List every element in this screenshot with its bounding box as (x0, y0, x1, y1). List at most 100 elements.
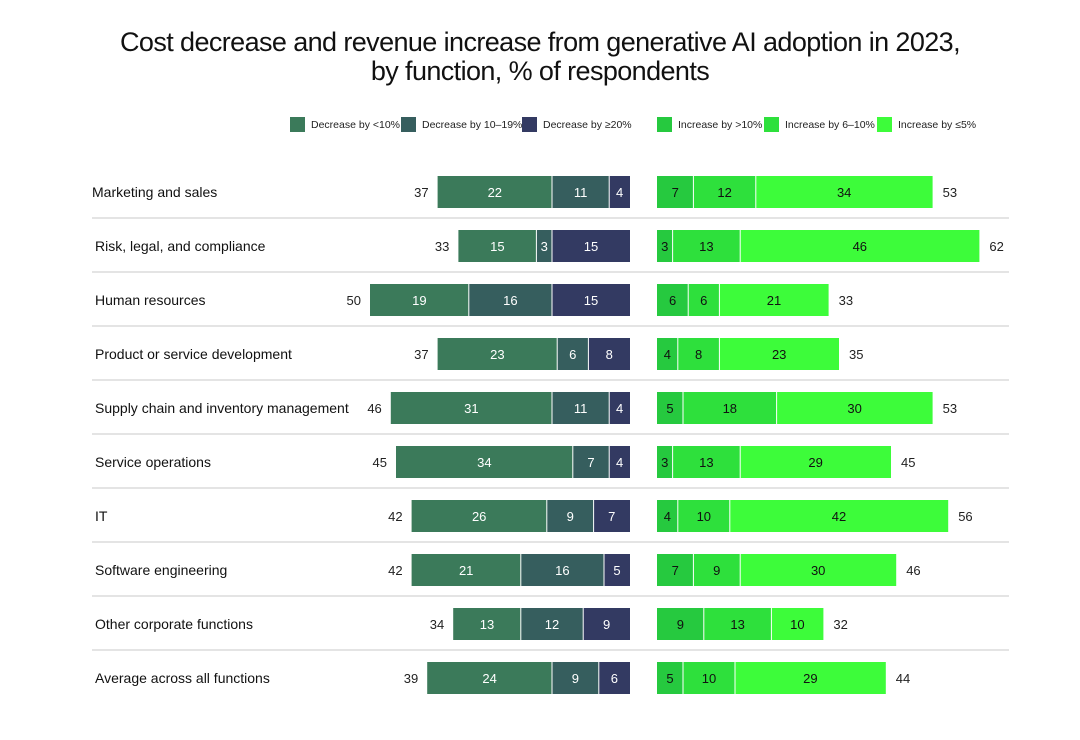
total-revenue-other-corporate-functions: 32 (833, 617, 847, 632)
value-label-cost-2-it: 9 (567, 509, 574, 524)
value-label-cost-2-marketing-and-sales: 11 (574, 185, 588, 200)
row-label-other-corporate-functions: Other corporate functions (95, 616, 253, 632)
value-label-revenue-2-supply-chain-and-inventory-management: 18 (723, 401, 737, 416)
total-cost-human-resources: 50 (347, 293, 361, 308)
value-label-revenue-3-average-across-all-functions: 29 (803, 671, 817, 686)
total-revenue-human-resources: 33 (839, 293, 853, 308)
legend-swatch-increase-by-gt10 (657, 117, 672, 132)
total-revenue-software-engineering: 46 (906, 563, 920, 578)
value-label-revenue-1-average-across-all-functions: 5 (666, 671, 673, 686)
value-label-cost-1-product-or-service-development: 23 (490, 347, 504, 362)
value-label-cost-1-it: 26 (472, 509, 486, 524)
value-label-cost-3-software-engineering: 5 (613, 563, 620, 578)
value-label-cost-2-service-operations: 7 (587, 455, 594, 470)
legend-swatch-increase-by-6-10 (764, 117, 779, 132)
value-label-revenue-3-product-or-service-development: 23 (772, 347, 786, 362)
value-label-cost-3-average-across-all-functions: 6 (611, 671, 618, 686)
legend-label-decrease-by-10-19: Decrease by 10–19% (422, 119, 522, 131)
value-label-cost-1-marketing-and-sales: 22 (488, 185, 502, 200)
value-label-revenue-2-it: 10 (697, 509, 711, 524)
value-label-revenue-2-human-resources: 6 (700, 293, 707, 308)
total-cost-product-or-service-development: 37 (414, 347, 428, 362)
value-label-cost-1-risk-legal-and-compliance: 15 (490, 239, 504, 254)
value-label-revenue-2-software-engineering: 9 (713, 563, 720, 578)
value-label-revenue-2-other-corporate-functions: 13 (730, 617, 744, 632)
row-label-service-operations: Service operations (95, 454, 211, 470)
legend-swatch-decrease-by-ge20 (522, 117, 537, 132)
value-label-revenue-1-software-engineering: 7 (672, 563, 679, 578)
total-revenue-it: 56 (958, 509, 972, 524)
total-cost-it: 42 (388, 509, 402, 524)
value-label-revenue-2-service-operations: 13 (699, 455, 713, 470)
row-label-product-or-service-development: Product or service development (95, 346, 292, 362)
value-label-cost-1-other-corporate-functions: 13 (480, 617, 494, 632)
value-label-revenue-2-product-or-service-development: 8 (695, 347, 702, 362)
legend-label-decrease-by-lt10: Decrease by <10% (311, 119, 400, 131)
legend-label-decrease-by-ge20: Decrease by ≥20% (543, 119, 632, 131)
total-cost-service-operations: 45 (373, 455, 387, 470)
legend-label-increase-by-le5: Increase by ≤5% (898, 119, 976, 131)
total-cost-other-corporate-functions: 34 (430, 617, 444, 632)
legend-label-increase-by-gt10: Increase by >10% (678, 119, 762, 131)
value-label-cost-3-marketing-and-sales: 4 (616, 185, 623, 200)
value-label-revenue-3-supply-chain-and-inventory-management: 30 (847, 401, 861, 416)
row-label-supply-chain-and-inventory-management: Supply chain and inventory management (95, 400, 349, 416)
value-label-revenue-3-risk-legal-and-compliance: 46 (853, 239, 867, 254)
row-label-software-engineering: Software engineering (95, 562, 227, 578)
value-label-cost-3-other-corporate-functions: 9 (603, 617, 610, 632)
value-label-revenue-1-risk-legal-and-compliance: 3 (661, 239, 668, 254)
value-label-revenue-1-product-or-service-development: 4 (664, 347, 671, 362)
total-cost-marketing-and-sales: 37 (414, 185, 428, 200)
total-cost-risk-legal-and-compliance: 33 (435, 239, 449, 254)
diverging-bar-chart: Decrease by <10% Decrease by 10–19% Decrea… (0, 0, 1080, 740)
value-label-cost-2-human-resources: 16 (503, 293, 517, 308)
value-label-revenue-3-it: 42 (832, 509, 846, 524)
value-label-cost-1-supply-chain-and-inventory-management: 31 (464, 401, 478, 416)
row-label-marketing-and-sales: Marketing and sales (92, 184, 217, 200)
total-revenue-average-across-all-functions: 44 (896, 671, 910, 686)
value-label-cost-1-software-engineering: 21 (459, 563, 473, 578)
row-label-risk-legal-and-compliance: Risk, legal, and compliance (95, 238, 266, 254)
value-label-cost-3-human-resources: 15 (584, 293, 598, 308)
legend-swatch-decrease-by-lt10 (290, 117, 305, 132)
value-label-cost-1-average-across-all-functions: 24 (482, 671, 496, 686)
total-revenue-supply-chain-and-inventory-management: 53 (943, 401, 957, 416)
value-label-cost-3-risk-legal-and-compliance: 15 (584, 239, 598, 254)
total-cost-supply-chain-and-inventory-management: 46 (367, 401, 381, 416)
row-label-human-resources: Human resources (95, 292, 206, 308)
value-label-cost-2-other-corporate-functions: 12 (545, 617, 559, 632)
value-label-cost-3-supply-chain-and-inventory-management: 4 (616, 401, 623, 416)
value-label-revenue-3-marketing-and-sales: 34 (837, 185, 851, 200)
value-label-revenue-3-other-corporate-functions: 10 (790, 617, 804, 632)
value-label-revenue-1-other-corporate-functions: 9 (677, 617, 684, 632)
value-label-cost-2-average-across-all-functions: 9 (572, 671, 579, 686)
value-label-revenue-3-human-resources: 21 (767, 293, 781, 308)
value-label-cost-1-service-operations: 34 (477, 455, 491, 470)
value-label-revenue-1-marketing-and-sales: 7 (672, 185, 679, 200)
value-label-revenue-3-service-operations: 29 (808, 455, 822, 470)
value-label-revenue-1-human-resources: 6 (669, 293, 676, 308)
value-label-revenue-1-supply-chain-and-inventory-management: 5 (666, 401, 673, 416)
total-cost-average-across-all-functions: 39 (404, 671, 418, 686)
total-cost-software-engineering: 42 (388, 563, 402, 578)
row-label-average-across-all-functions: Average across all functions (95, 670, 270, 686)
legend-swatch-decrease-by-10-19 (401, 117, 416, 132)
value-label-revenue-1-it: 4 (664, 509, 671, 524)
value-label-cost-2-software-engineering: 16 (555, 563, 569, 578)
value-label-cost-3-product-or-service-development: 8 (606, 347, 613, 362)
value-label-revenue-1-service-operations: 3 (661, 455, 668, 470)
value-label-cost-3-it: 7 (608, 509, 615, 524)
total-revenue-marketing-and-sales: 53 (943, 185, 957, 200)
value-label-revenue-2-average-across-all-functions: 10 (702, 671, 716, 686)
value-label-cost-2-risk-legal-and-compliance: 3 (541, 239, 548, 254)
row-label-it: IT (95, 508, 108, 524)
total-revenue-risk-legal-and-compliance: 62 (989, 239, 1003, 254)
value-label-cost-3-service-operations: 4 (616, 455, 623, 470)
value-label-cost-2-product-or-service-development: 6 (569, 347, 576, 362)
legend-label-increase-by-6-10: Increase by 6–10% (785, 119, 875, 131)
value-label-cost-2-supply-chain-and-inventory-management: 11 (574, 401, 588, 416)
value-label-revenue-2-risk-legal-and-compliance: 13 (699, 239, 713, 254)
value-label-revenue-2-marketing-and-sales: 12 (717, 185, 731, 200)
total-revenue-service-operations: 45 (901, 455, 915, 470)
total-revenue-product-or-service-development: 35 (849, 347, 863, 362)
